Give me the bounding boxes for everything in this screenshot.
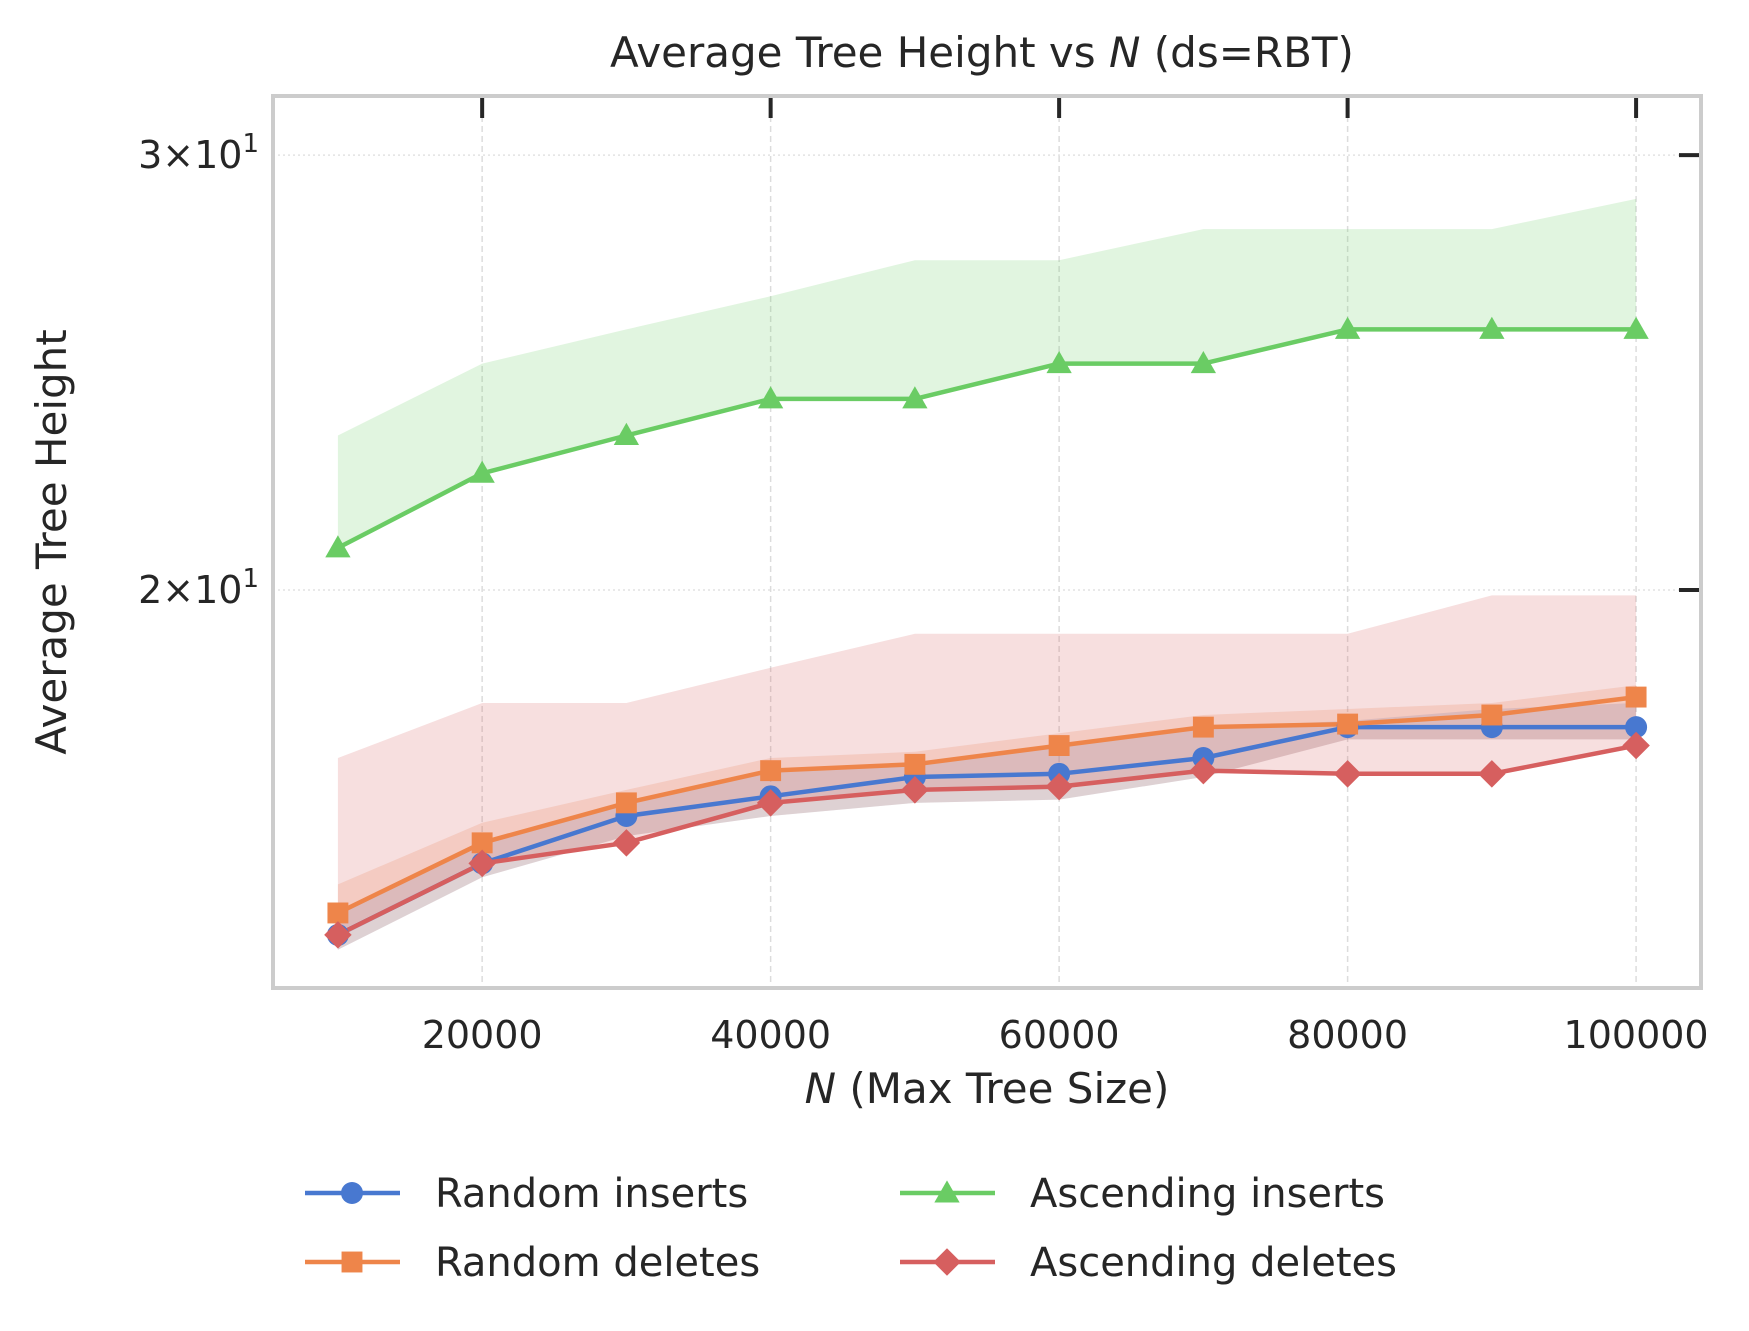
axis-ticks: 20000 40000 60000 80000 100000 2×101 3×101 <box>138 98 1709 1057</box>
y-tick-label: 2×101 <box>138 564 259 612</box>
data-point <box>1045 772 1073 801</box>
data-point <box>760 760 782 782</box>
data-point <box>1190 350 1217 374</box>
confidence-band <box>337 198 1637 548</box>
confidence-band <box>337 595 1637 935</box>
data-point <box>1478 760 1506 788</box>
data-point <box>904 753 926 775</box>
y-tick-label: 3×101 <box>138 129 259 177</box>
data-point <box>1334 316 1361 339</box>
title-part-1: Average Tree Height vs <box>610 28 1109 77</box>
series-line <box>336 743 1637 937</box>
legend-item: Random inserts <box>305 1171 748 1217</box>
data-point <box>1337 713 1359 735</box>
series-markers <box>324 316 1650 949</box>
legend-marker <box>341 1182 363 1204</box>
data-point <box>1623 316 1649 339</box>
x-tick-label: 60000 <box>999 1013 1120 1057</box>
data-point <box>471 832 493 854</box>
data-point <box>613 422 640 445</box>
title-part-2: (ds=RBT) <box>1140 28 1354 77</box>
data-point <box>327 902 349 924</box>
title-part-n: N <box>1109 28 1140 77</box>
legend-item: Random deletes <box>305 1240 760 1286</box>
x-tick-label: 100000 <box>1564 1013 1709 1057</box>
x-axis-label-n: N <box>805 1064 836 1113</box>
x-tick-label: 40000 <box>710 1013 831 1057</box>
legend-label: Random inserts <box>435 1171 748 1217</box>
data-point <box>1333 760 1362 788</box>
legend-marker <box>341 1251 363 1273</box>
data-point <box>615 792 637 814</box>
x-tick-label: 20000 <box>422 1013 543 1057</box>
plot-area <box>273 96 1701 988</box>
grid <box>273 96 1701 988</box>
data-point <box>325 535 351 558</box>
data-point <box>1481 704 1503 726</box>
legend-marker <box>933 1248 961 1276</box>
data-point <box>1189 756 1218 785</box>
legend-label: Ascending inserts <box>1030 1171 1385 1217</box>
data-point <box>469 460 495 483</box>
x-tick-label: 80000 <box>1287 1013 1408 1057</box>
legend-item: Ascending inserts <box>900 1171 1385 1217</box>
data-point <box>1479 316 1505 339</box>
svg-text:Average Tree Height vs N (ds=R: Average Tree Height vs N (ds=RBT) <box>610 28 1354 77</box>
legend-marker <box>934 1180 960 1203</box>
series-line <box>336 694 1637 916</box>
series-line <box>336 327 1637 550</box>
series-line <box>336 724 1637 937</box>
data-point <box>612 829 641 857</box>
plot-frame <box>271 94 1703 990</box>
x-axis-label: N (Max Tree Size) <box>805 1064 1170 1113</box>
data-point <box>1625 686 1647 708</box>
legend: Random inserts Random deletes Ascending in… <box>305 1171 1397 1286</box>
data-point <box>756 789 785 817</box>
plot-title: Average Tree Height vs N (ds=RBT) <box>610 28 1354 77</box>
data-point <box>1625 716 1648 739</box>
x-axis-label-rest: (Max Tree Size) <box>836 1064 1169 1113</box>
data-point <box>468 849 496 878</box>
data-point <box>324 921 352 949</box>
y-axis-label: Average Tree Height <box>27 329 76 755</box>
data-point <box>1048 735 1070 757</box>
data-point <box>1622 731 1650 760</box>
legend-item: Ascending deletes <box>900 1240 1397 1286</box>
legend-label: Random deletes <box>435 1240 760 1286</box>
series-lines <box>336 327 1637 937</box>
legend-label: Ascending deletes <box>1030 1240 1397 1286</box>
data-point <box>902 386 928 409</box>
data-point <box>757 386 784 409</box>
svg-text:N (Max Tree Size): N (Max Tree Size) <box>805 1064 1170 1113</box>
data-point <box>1046 350 1072 374</box>
data-point <box>901 776 929 804</box>
data-point <box>1192 716 1214 738</box>
